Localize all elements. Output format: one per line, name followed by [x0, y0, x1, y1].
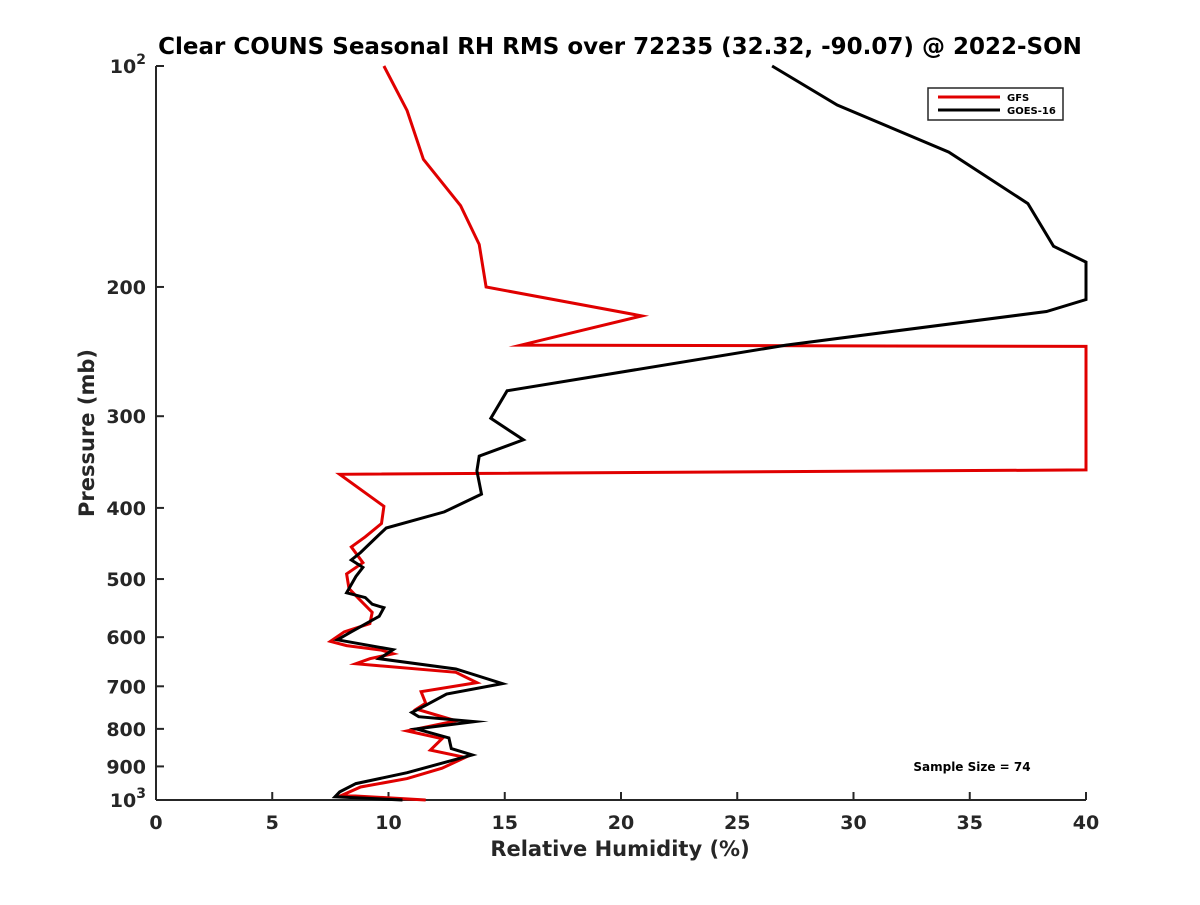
x-axis-label: Relative Humidity (%) — [490, 837, 749, 861]
legend-box — [927, 87, 1064, 121]
y-tick-label: 300 — [106, 406, 146, 428]
y-tick-label: 800 — [106, 719, 146, 741]
x-tick-label: 10 — [375, 812, 401, 834]
legend-label: GOES-16 — [1007, 106, 1056, 117]
chart-title: Clear COUNS Seasonal RH RMS over 72235 (… — [158, 34, 1082, 60]
y-tick-label: 700 — [106, 676, 146, 698]
y-tick-label: 400 — [106, 498, 146, 520]
sample-size-annotation: Sample Size = 74 — [913, 760, 1030, 774]
y-axis-label: Pressure (mb) — [75, 349, 99, 517]
legend-label: GFS — [1007, 93, 1029, 104]
x-tick-label: 20 — [608, 812, 634, 834]
x-tick-label: 25 — [724, 812, 750, 834]
x-tick-label: 40 — [1073, 812, 1099, 834]
y-tick-label: 500 — [106, 569, 146, 591]
series-layer — [326, 64, 1088, 802]
y-tick-label: 900 — [106, 756, 146, 778]
y-tick-label: 600 — [106, 627, 146, 649]
series-line-gfs — [326, 65, 1088, 802]
x-tick-label: 35 — [957, 812, 983, 834]
plot-area: 0 5 10 15 20 25 30 35 40 102 200 300 400 500 600 700 800… — [106, 52, 1099, 834]
x-tick-label: 0 — [149, 812, 162, 834]
y-tick-label: 102 — [110, 52, 146, 78]
x-tick-label: 5 — [266, 812, 279, 834]
legend: GFS GOES-16 — [927, 87, 1064, 121]
y-tick-label: 103 — [110, 786, 146, 812]
x-tick-label: 30 — [840, 812, 866, 834]
y-tick-label: 200 — [106, 277, 146, 299]
series-line-goes-16 — [331, 64, 1088, 802]
x-tick-label: 15 — [492, 812, 518, 834]
